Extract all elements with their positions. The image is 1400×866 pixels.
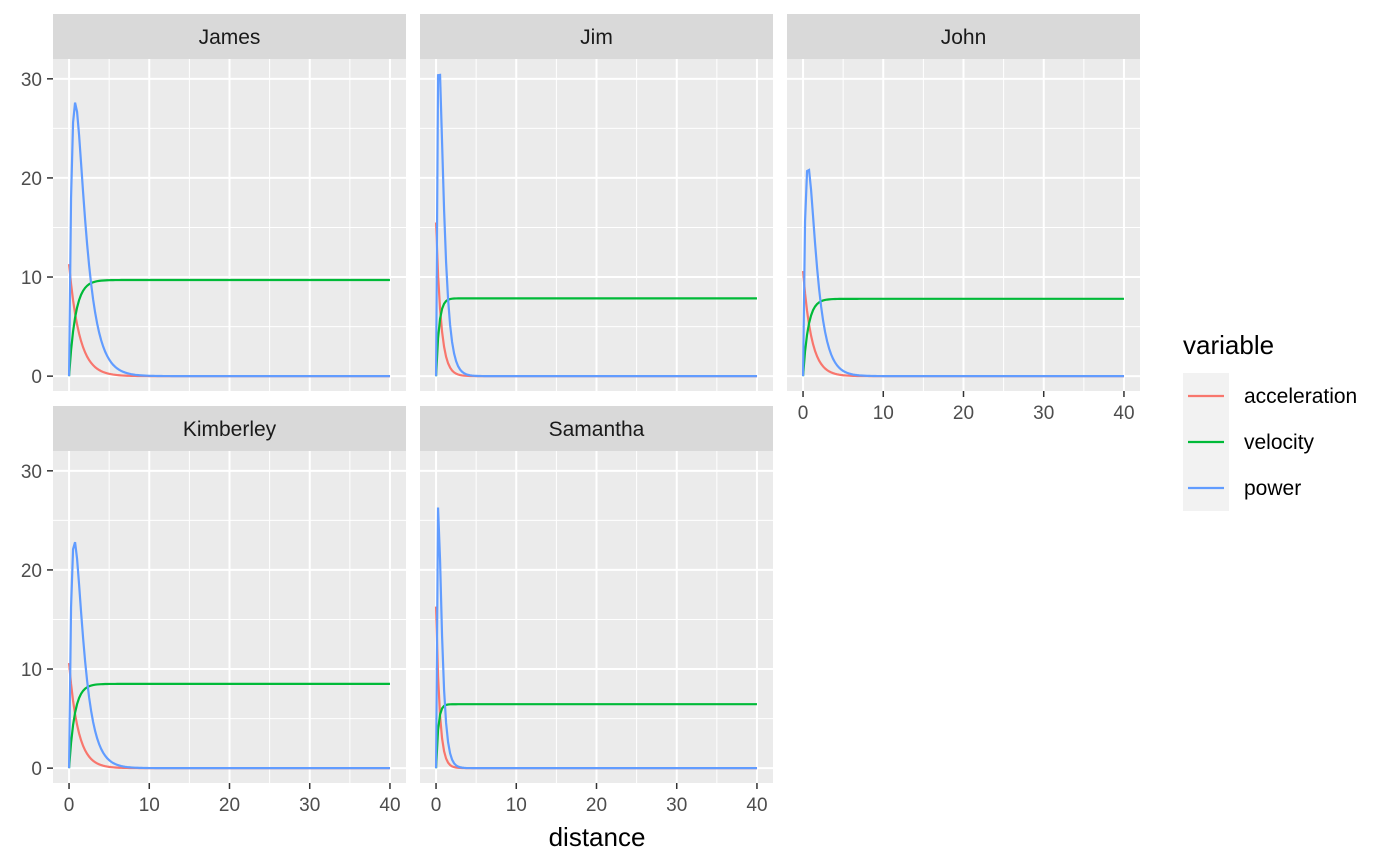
y-tick-label: 10 [21,268,42,289]
x-tick-label: 0 [431,795,442,816]
panel-strip-label-kimberley: Kimberley [183,418,277,441]
x-tick-label: 10 [506,795,527,816]
series-line-power-jim [434,73,757,378]
legend-label-acceleration: acceleration [1244,385,1357,408]
legend-title: variable [1183,330,1274,360]
x-tick-label: 30 [666,795,687,816]
panel-kimberley: Kimberley 0 10 20 30 0 10 20 30 40 [21,406,406,816]
x-tick-label: 10 [873,403,894,424]
legend-label-velocity: velocity [1244,431,1315,454]
series-line-power-kimberley [67,541,390,770]
y-tick-label: 0 [31,759,42,780]
series-line-velocity-jim [434,297,757,377]
panel-strip-james [53,14,406,59]
panel-strip-label-jim: Jim [580,26,613,49]
panel-james: James 0 10 20 30 [21,14,406,391]
x-tick-label: 20 [953,403,974,424]
x-tick-label: 40 [379,795,400,816]
x-tick-label: 40 [1113,403,1134,424]
panel-strip-kimberley [53,406,406,451]
panel-strip-jim [420,14,773,59]
x-axis-title: distance [549,822,646,852]
legend: variable acceleration velocity power [1183,330,1357,511]
x-tick-label: 0 [64,795,75,816]
x-tick-label: 30 [299,795,320,816]
x-tick-label: 0 [798,403,809,424]
legend-label-power: power [1244,477,1301,500]
series-line-power-samantha [434,507,757,770]
panel-strip-label-john: John [941,26,987,49]
y-tick-label: 30 [21,70,42,91]
series-line-power-james [67,102,390,378]
series-line-velocity-samantha [434,703,757,769]
x-tick-label: 40 [746,795,767,816]
series-line-velocity-james [67,278,390,377]
x-tick-label: 10 [139,795,160,816]
y-tick-label: 0 [31,367,42,388]
y-tick-label: 30 [21,462,42,483]
series-line-power-john [801,168,1124,378]
panel-strip-label-samantha: Samantha [549,418,645,441]
panel-strip-samantha [420,406,773,451]
panel-jim: Jim [420,14,773,391]
panel-strip-label-james: James [199,26,261,49]
series-line-velocity-john [801,297,1124,377]
y-tick-label: 20 [21,169,42,190]
panel-john: John 0 10 20 30 40 [787,14,1140,424]
y-tick-label: 20 [21,561,42,582]
x-tick-label: 30 [1033,403,1054,424]
x-tick-label: 20 [219,795,240,816]
x-tick-label: 20 [586,795,607,816]
panel-strip-john [787,14,1140,59]
y-tick-label: 10 [21,660,42,681]
series-line-velocity-kimberley [67,682,390,769]
panel-samantha: Samantha 0 10 20 30 40 [420,406,773,816]
